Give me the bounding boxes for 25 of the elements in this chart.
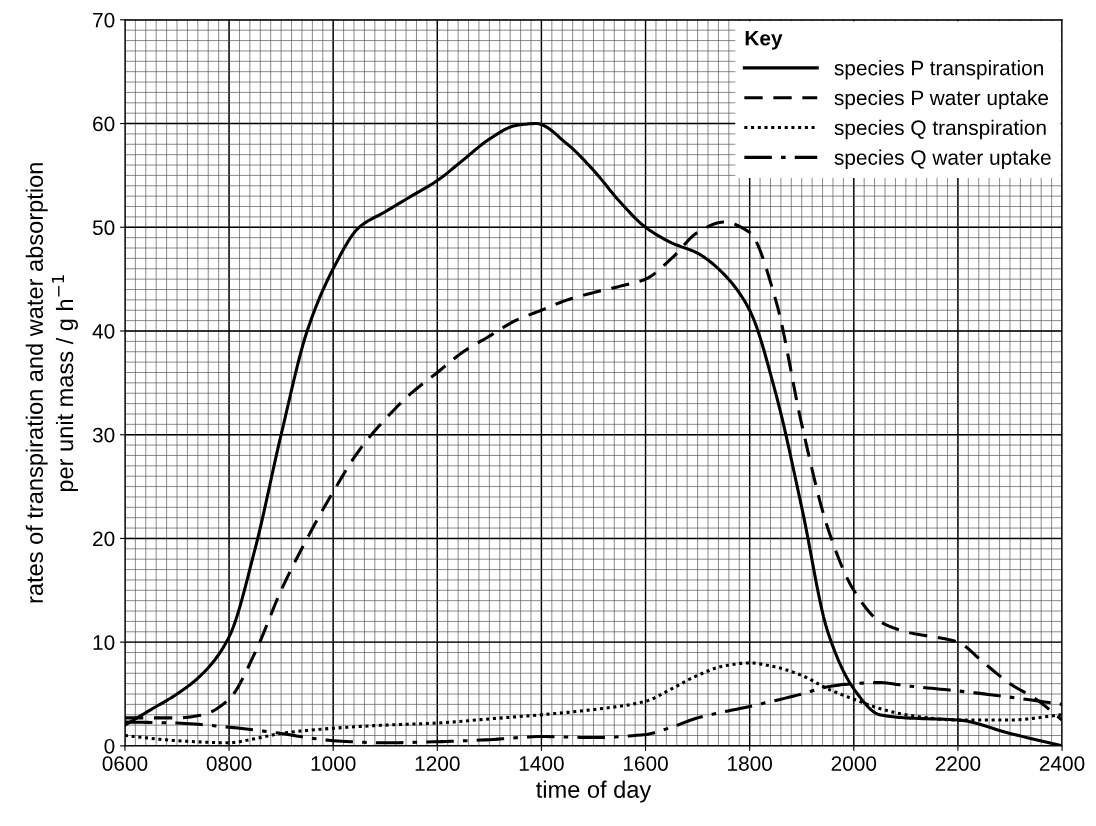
x-axis-title: time of day: [536, 780, 652, 803]
x-tick-label: 1600: [623, 756, 668, 771]
legend-label: species P transpiration: [834, 60, 1043, 80]
x-tick-label: 1400: [519, 756, 564, 771]
legend-label: species Q water uptake: [834, 149, 1051, 170]
x-tick-label: 0800: [206, 756, 252, 771]
legend-label: species Q transpiration: [834, 119, 1046, 140]
legend-title: Key: [745, 31, 783, 50]
y-tick-label: 20: [93, 531, 115, 547]
y-tick-label: 50: [92, 220, 115, 236]
y-tick-label: 60: [93, 116, 115, 132]
x-tick-label: 1000: [311, 756, 356, 771]
y-tick-label: 10: [93, 635, 115, 650]
x-tick-label: 0600: [102, 756, 148, 771]
x-tick-label: 1800: [728, 756, 773, 771]
y-tick-label: 0: [104, 738, 115, 754]
y-tick-label: 30: [92, 427, 115, 443]
y-tick-label: 40: [92, 323, 115, 339]
legend-label: species P water uptake: [834, 89, 1049, 110]
y-tick-label: 70: [93, 12, 115, 28]
x-tick-label: 2400: [1039, 756, 1085, 771]
x-tick-label: 1200: [415, 756, 460, 771]
y-axis-title: rates of transpiration and water absorption per unit mass / g h$^{−1}$: [25, 163, 78, 603]
x-tick-label: 2200: [935, 756, 981, 771]
x-tick-label: 2000: [831, 756, 877, 771]
